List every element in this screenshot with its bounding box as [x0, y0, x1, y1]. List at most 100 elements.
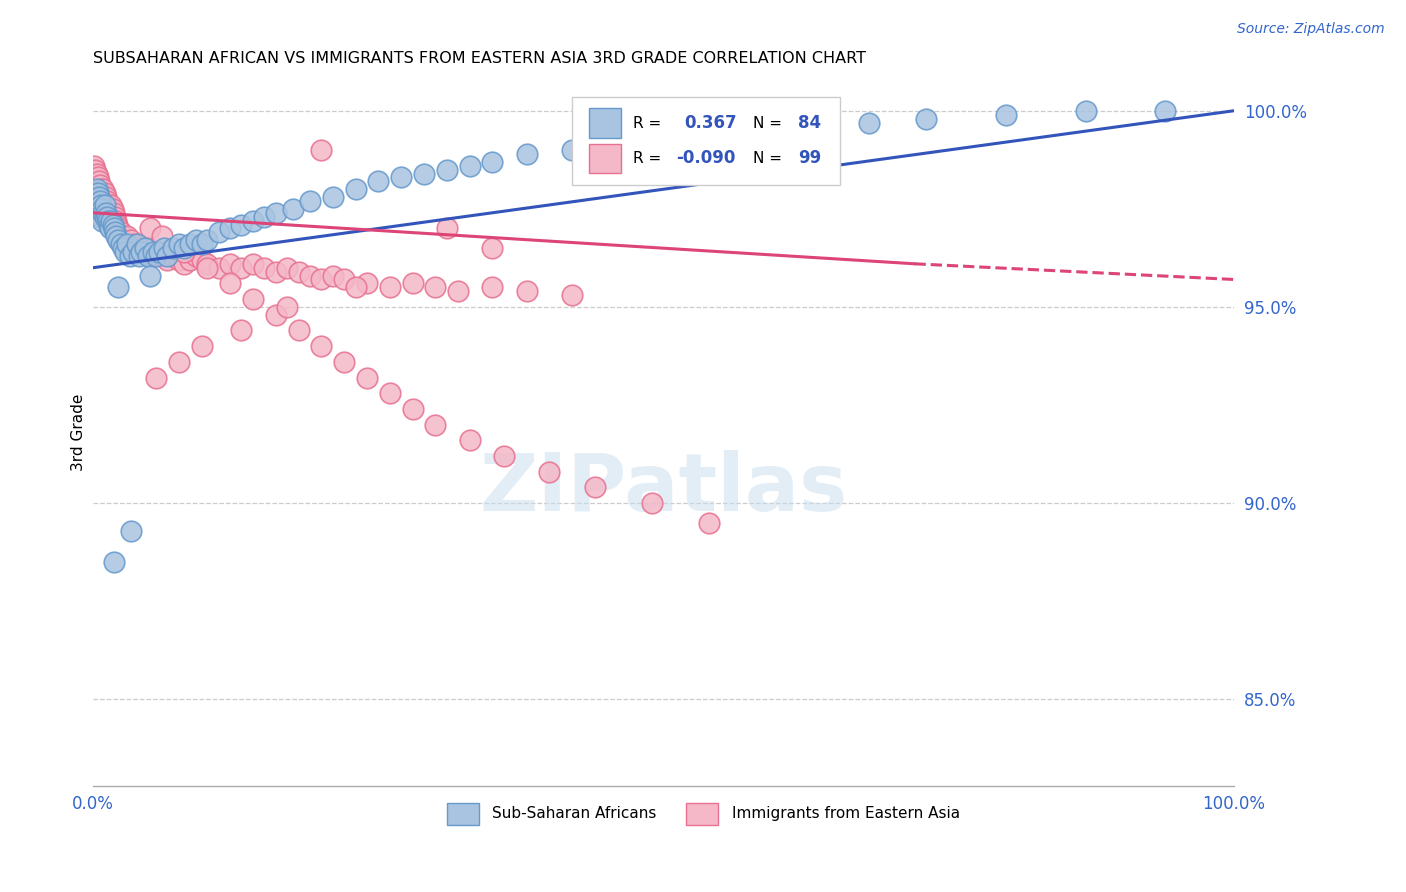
Point: [96, 210, 118, 224]
Point: [94, 206, 117, 220]
Point: [915, 112, 938, 126]
Point: [87, 202, 110, 216]
Point: [139, 221, 162, 235]
Point: [231, 218, 253, 232]
Point: [83, 186, 105, 201]
Point: [105, 213, 128, 227]
Point: [132, 245, 155, 260]
Point: [107, 280, 129, 294]
Point: [83, 159, 105, 173]
Point: [264, 206, 287, 220]
Point: [84, 174, 107, 188]
Point: [311, 272, 333, 286]
Point: [287, 324, 309, 338]
Point: [97, 213, 120, 227]
Point: [93, 210, 115, 224]
Point: [101, 202, 124, 216]
Point: [378, 280, 401, 294]
Point: [425, 280, 447, 294]
Point: [1074, 103, 1097, 118]
Point: [104, 210, 127, 224]
Point: [281, 202, 304, 216]
Point: [167, 237, 190, 252]
Point: [117, 237, 139, 252]
Point: [145, 249, 167, 263]
Point: [93, 194, 115, 208]
Point: [356, 277, 378, 291]
Point: [107, 233, 129, 247]
Text: 0.367: 0.367: [685, 114, 737, 132]
Point: [184, 249, 207, 263]
Point: [253, 260, 276, 275]
Point: [128, 249, 150, 263]
Text: -0.090: -0.090: [676, 150, 735, 168]
Point: [311, 339, 333, 353]
Point: [84, 162, 107, 177]
Point: [287, 265, 309, 279]
Point: [264, 308, 287, 322]
Point: [322, 268, 344, 283]
Point: [190, 237, 212, 252]
Point: [93, 206, 115, 220]
FancyBboxPatch shape: [572, 97, 841, 186]
Point: [91, 213, 114, 227]
Point: [458, 434, 481, 448]
Point: [219, 277, 242, 291]
Point: [86, 190, 108, 204]
Point: [481, 154, 503, 169]
Point: [583, 480, 606, 494]
Point: [195, 260, 218, 275]
Point: [129, 245, 152, 260]
Point: [84, 194, 107, 208]
Point: [481, 280, 503, 294]
Point: [322, 190, 344, 204]
Point: [413, 167, 436, 181]
Point: [425, 417, 447, 432]
Point: [87, 186, 110, 201]
Point: [298, 268, 321, 283]
Point: [150, 229, 173, 244]
Point: [89, 194, 111, 208]
Point: [103, 221, 125, 235]
Point: [100, 198, 122, 212]
Point: [231, 260, 253, 275]
Point: [219, 221, 242, 235]
Point: [110, 226, 132, 240]
Point: [208, 260, 231, 275]
Text: N =: N =: [752, 151, 782, 166]
Point: [125, 237, 148, 252]
Point: [219, 257, 242, 271]
Point: [89, 190, 111, 204]
Text: Immigrants from Eastern Asia: Immigrants from Eastern Asia: [733, 806, 960, 822]
Text: ZIPatlas: ZIPatlas: [479, 450, 848, 528]
Point: [253, 210, 276, 224]
Point: [401, 277, 423, 291]
Point: [242, 213, 264, 227]
Text: 99: 99: [799, 150, 821, 168]
Point: [276, 300, 298, 314]
Point: [994, 108, 1017, 122]
Point: [167, 355, 190, 369]
Point: [697, 516, 720, 530]
Point: [516, 285, 538, 299]
Point: [98, 218, 121, 232]
Point: [114, 233, 136, 247]
Point: [389, 170, 412, 185]
Text: N =: N =: [752, 116, 782, 130]
Point: [107, 221, 129, 235]
Point: [179, 252, 201, 267]
Point: [436, 221, 458, 235]
Text: 84: 84: [799, 114, 821, 132]
Point: [697, 128, 720, 142]
Point: [89, 178, 111, 193]
Point: [98, 206, 121, 220]
FancyBboxPatch shape: [589, 144, 621, 173]
Point: [606, 135, 628, 149]
FancyBboxPatch shape: [447, 804, 479, 824]
Point: [153, 241, 176, 255]
Point: [145, 370, 167, 384]
Point: [156, 249, 179, 263]
Point: [128, 241, 150, 255]
Point: [298, 194, 321, 208]
Point: [367, 174, 389, 188]
